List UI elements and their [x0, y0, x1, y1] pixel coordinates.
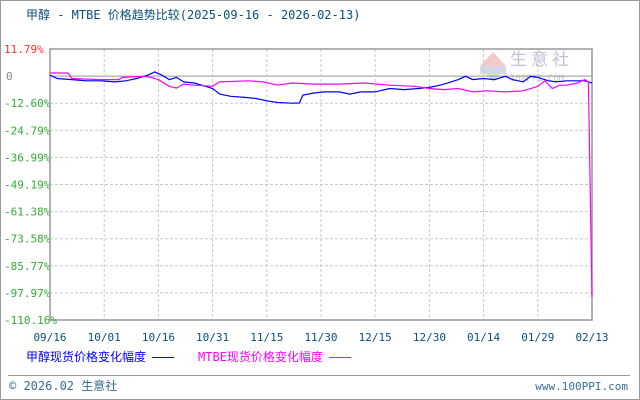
x-tick-label: 10/01 — [88, 331, 121, 344]
x-tick-label: 02/13 — [575, 331, 608, 344]
y-tick-label: -12.60% — [4, 97, 51, 110]
y-tick-label: -36.99% — [4, 151, 51, 164]
y-tick-label: -24.79% — [4, 124, 51, 137]
watermark-en: 100PPI.COM — [510, 74, 565, 84]
x-tick-label: 11/30 — [304, 331, 337, 344]
legend-label-methanol: 甲醇现货价格变化幅度 — [26, 350, 147, 364]
legend-label-mtbe: MTBE现货价格变化幅度 — [198, 350, 323, 364]
y-tick-label: 11.79% — [4, 43, 44, 56]
x-tick-label: 12/15 — [359, 331, 392, 344]
series-line-methanol — [49, 71, 593, 104]
legend-item-mtbe: MTBE现货价格变化幅度 — [198, 350, 351, 365]
footer-copyright: © 2026.02 生意社 — [9, 379, 118, 393]
x-tick-label: 01/14 — [467, 331, 500, 344]
x-tick-label: 12/30 — [413, 331, 446, 344]
series-line-mtbe — [50, 72, 593, 298]
legend-swatch-methanol — [152, 357, 175, 358]
legend-swatch-mtbe — [328, 357, 351, 358]
chart-title: 甲醇 - MTBE 价格趋势比较(2025-09-16 - 2026-02-13… — [26, 8, 361, 22]
legend-item-methanol: 甲醇现货价格变化幅度 — [26, 350, 175, 365]
x-tick-label: 01/29 — [521, 331, 554, 344]
y-tick-label: 0 — [6, 70, 13, 83]
plot-border — [49, 48, 593, 321]
x-tick-label: 09/16 — [33, 331, 66, 344]
y-tick-label: -73.58% — [4, 233, 51, 246]
x-tick-label: 11/15 — [250, 331, 283, 344]
y-tick-label: -110.16% — [4, 314, 57, 327]
y-tick-label: -85.77% — [4, 260, 51, 273]
line-chart: 11.79% 0 -12.60% -24.79% -36.99% -49.19% -61.3… — [4, 43, 609, 344]
y-tick-label: -49.19% — [4, 179, 51, 192]
y-tick-label: -97.97% — [4, 287, 51, 300]
x-tick-label: 10/31 — [196, 331, 229, 344]
y-tick-label: -61.38% — [4, 206, 51, 219]
footer-divider — [8, 375, 630, 376]
x-tick-label: 10/16 — [142, 331, 175, 344]
footer-url[interactable]: www.100PPI.com — [535, 380, 628, 393]
watermark-cn: 生意社 — [510, 50, 573, 70]
